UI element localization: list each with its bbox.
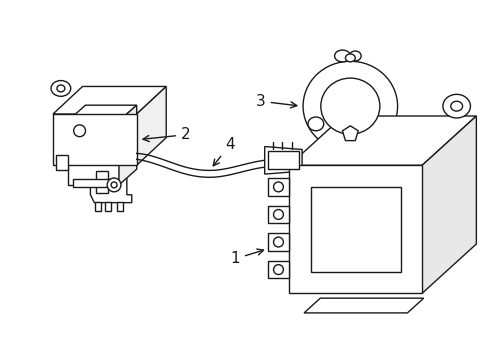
- Bar: [310, 187, 400, 271]
- Bar: [117, 202, 122, 211]
- Text: 1: 1: [230, 249, 263, 266]
- Polygon shape: [342, 126, 358, 141]
- Polygon shape: [119, 105, 137, 185]
- Ellipse shape: [307, 117, 323, 131]
- Bar: [68, 121, 119, 185]
- Bar: [289, 165, 421, 293]
- Ellipse shape: [51, 81, 71, 96]
- Polygon shape: [421, 116, 475, 293]
- Ellipse shape: [348, 51, 361, 61]
- Polygon shape: [137, 86, 166, 165]
- Polygon shape: [289, 116, 475, 165]
- Polygon shape: [56, 156, 68, 170]
- Bar: [267, 152, 299, 169]
- Bar: [73, 179, 114, 187]
- Ellipse shape: [107, 178, 121, 192]
- Ellipse shape: [111, 182, 117, 188]
- Polygon shape: [68, 105, 137, 121]
- Ellipse shape: [273, 182, 283, 192]
- Polygon shape: [267, 261, 289, 278]
- Polygon shape: [90, 163, 131, 203]
- Text: 4: 4: [213, 137, 234, 166]
- Ellipse shape: [74, 125, 85, 137]
- Ellipse shape: [450, 101, 462, 111]
- Polygon shape: [53, 86, 166, 114]
- Ellipse shape: [273, 237, 283, 247]
- Polygon shape: [264, 147, 302, 174]
- Text: 3: 3: [255, 94, 296, 109]
- Ellipse shape: [57, 85, 65, 92]
- Polygon shape: [304, 298, 423, 313]
- Text: 2: 2: [142, 127, 190, 142]
- Bar: [96, 171, 108, 193]
- Ellipse shape: [273, 210, 283, 219]
- Ellipse shape: [320, 78, 379, 134]
- Ellipse shape: [334, 50, 349, 62]
- Bar: [95, 202, 101, 211]
- Polygon shape: [267, 178, 289, 196]
- Bar: [105, 202, 111, 211]
- Polygon shape: [267, 233, 289, 251]
- Polygon shape: [267, 206, 289, 223]
- Ellipse shape: [442, 94, 469, 118]
- Ellipse shape: [303, 61, 397, 151]
- Bar: [53, 114, 137, 165]
- Ellipse shape: [345, 54, 355, 62]
- Ellipse shape: [273, 265, 283, 275]
